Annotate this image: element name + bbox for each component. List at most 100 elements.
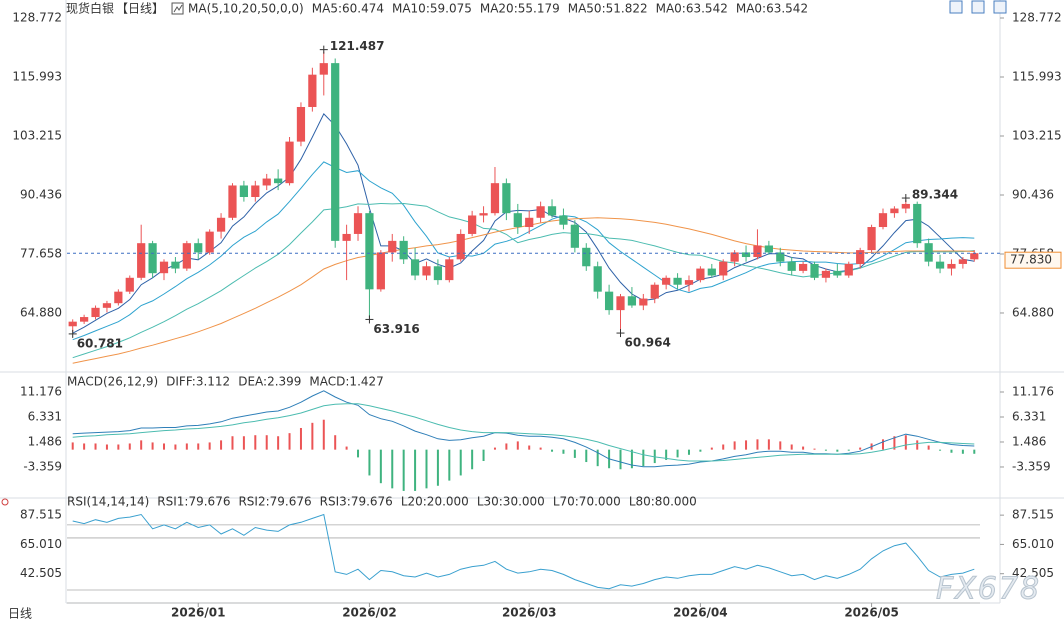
macd-bar	[288, 433, 291, 450]
macd-bar	[493, 447, 496, 450]
candle-body	[296, 106, 306, 142]
candle-body	[239, 185, 249, 198]
candle-body	[365, 213, 374, 290]
candle-body	[399, 240, 408, 260]
candle-body	[810, 263, 819, 278]
candle-body	[502, 183, 511, 214]
candle-body	[901, 203, 910, 209]
legend-item: DIFF:3.112	[166, 375, 230, 389]
candle-body	[205, 231, 214, 253]
macd-bar	[368, 449, 371, 476]
candle-body	[547, 206, 557, 216]
candle-body	[913, 203, 922, 244]
candle-body	[798, 263, 808, 271]
candle-body	[764, 245, 773, 253]
high-label: 121.487	[330, 39, 385, 53]
y-tick-label: 65.010	[20, 537, 62, 551]
legend-item: MA(5,10,20,50,0,0)	[188, 2, 304, 16]
legend-item: L20:20.000	[401, 495, 469, 509]
high-label: 89.344	[912, 188, 958, 202]
candle-body	[194, 243, 203, 253]
candle-body	[684, 280, 694, 285]
y-tick-label: -3.359	[1012, 459, 1051, 473]
candle-body	[376, 252, 385, 290]
y-tick-label: 87.515	[20, 508, 62, 522]
macd-bar	[756, 439, 759, 450]
toolbar-button[interactable]	[993, 0, 1007, 14]
macd-bar	[847, 449, 850, 451]
candle-body	[559, 215, 568, 225]
macd-bar	[539, 447, 542, 450]
macd-bar	[824, 449, 827, 451]
legend-item: MACD:1.427	[309, 375, 383, 389]
macd-bar	[916, 440, 919, 450]
candle-body	[673, 277, 682, 285]
macd-bar	[927, 445, 930, 450]
legend-item: DEA:2.399	[238, 375, 301, 389]
macd-bar	[242, 436, 245, 450]
legend-item: RSI2:79.676	[238, 495, 311, 509]
candle-body	[410, 259, 420, 276]
y-tick-label: 11.176	[1012, 384, 1054, 398]
macd-bar	[345, 446, 348, 450]
macd-bar	[596, 449, 599, 467]
candle-body	[285, 141, 294, 184]
y-tick-label: -3.359	[23, 459, 62, 473]
low-label: 63.916	[373, 322, 419, 336]
candle-body	[593, 266, 602, 292]
watermark: FX678	[936, 572, 1041, 607]
macd-bar	[585, 449, 588, 463]
macd-bar	[128, 443, 131, 450]
macd-bar	[630, 449, 633, 469]
candle-body	[730, 252, 739, 262]
legend-item: MA0:63.542	[736, 2, 808, 16]
candle-body	[353, 213, 363, 234]
macd-bar	[699, 449, 702, 452]
macd-bar	[277, 436, 280, 450]
candle-body	[616, 296, 625, 311]
macd-bar	[973, 449, 976, 454]
macd-bar	[505, 443, 508, 450]
candle-body	[479, 213, 488, 216]
macd-bar	[961, 449, 964, 454]
candle-body	[342, 233, 351, 241]
toolbar-button[interactable]	[971, 0, 985, 14]
legend-item: RSI(14,14,14)	[67, 495, 149, 509]
candle-body	[216, 217, 226, 232]
macd-bar	[551, 449, 554, 452]
candle-body	[137, 243, 146, 278]
candle-body	[947, 263, 956, 269]
macd-bar	[117, 444, 120, 450]
macd-bar	[471, 449, 474, 470]
x-tick-label: 2026/01	[171, 606, 225, 620]
candle-body	[650, 284, 659, 299]
icon	[171, 2, 184, 15]
y-tick-label: 11.176	[20, 384, 62, 398]
ma-line	[72, 217, 975, 364]
candle-body	[536, 206, 545, 218]
candle-body	[627, 296, 637, 306]
candle-body	[958, 259, 967, 264]
candle-body	[228, 185, 237, 218]
macd-bar	[334, 435, 337, 450]
macd-bar	[322, 419, 325, 450]
macd-bar	[425, 449, 428, 489]
candle-body	[171, 261, 180, 269]
macd-line	[72, 403, 975, 462]
macd-bar	[208, 442, 211, 450]
macd-bar	[687, 449, 690, 455]
macd-bar	[459, 449, 462, 476]
candle-body	[924, 243, 933, 262]
macd-bar	[402, 449, 405, 491]
candle-body	[388, 240, 397, 253]
legend-item: RSI1:79.676	[157, 495, 230, 509]
candle-body	[833, 270, 842, 276]
macd-bar	[619, 449, 622, 470]
candle-body	[662, 277, 671, 285]
macd-bar	[813, 448, 816, 450]
candle-body	[970, 253, 979, 260]
candle-body	[582, 247, 591, 267]
candle-body	[741, 252, 751, 258]
toolbar-button[interactable]	[949, 0, 963, 14]
